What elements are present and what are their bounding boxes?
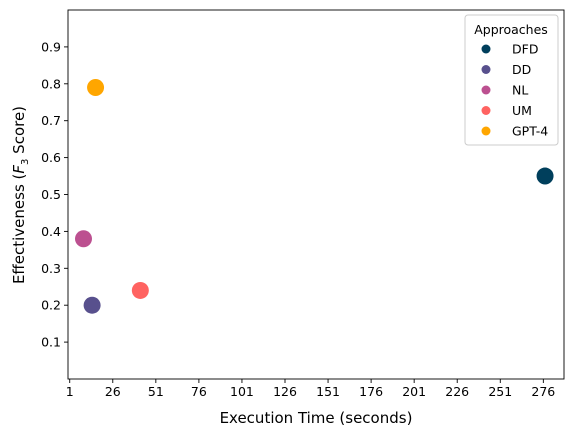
data-point-gpt-4: [87, 78, 105, 96]
legend-label: GPT-4: [512, 124, 548, 139]
y-axis-label-symbol: F: [10, 165, 28, 174]
x-tick-label: 151: [316, 384, 340, 399]
y-tick-label: 0.4: [41, 224, 61, 239]
legend-marker: [481, 85, 491, 95]
y-tick-label: 0.2: [41, 298, 61, 313]
y-tick-label: 0.9: [41, 39, 61, 54]
legend-label: UM: [512, 103, 532, 118]
data-point-um: [131, 281, 149, 299]
y-tick-label: 0.6: [41, 150, 61, 165]
y-axis-label: Effectiveness (F3 Score): [10, 106, 31, 284]
x-tick-label: 76: [191, 384, 207, 399]
x-tick-label: 51: [148, 384, 164, 399]
y-axis-label-main: Effectiveness (: [10, 174, 28, 284]
y-axis-label-subscript: 3: [20, 159, 31, 165]
y-axis: 0.1 0.2 0.3 0.4 0.5 0.6 0.7 0.8 0.9: [41, 39, 68, 350]
y-tick-label: 0.8: [41, 76, 61, 91]
y-tick-label: 0.3: [41, 261, 61, 276]
x-tick-label: 226: [445, 384, 469, 399]
legend-title: Approaches: [474, 22, 548, 37]
x-tick-label: 276: [531, 384, 555, 399]
y-tick-label: 0.5: [41, 187, 61, 202]
legend: Approaches DFD DD NL UM GPT-4: [464, 14, 559, 146]
legend-label: DFD: [512, 42, 538, 57]
legend-marker: [481, 106, 491, 115]
x-tick-label: 201: [402, 384, 426, 399]
x-tick-label: 1: [66, 384, 74, 399]
legend-label: DD: [512, 62, 531, 77]
y-tick-label: 0.7: [41, 113, 61, 128]
x-tick-label: 176: [359, 384, 383, 399]
data-point-nl: [75, 230, 92, 248]
x-axis-label: Execution Time (seconds): [220, 409, 413, 427]
legend-marker: [481, 65, 491, 74]
data-point-dd: [83, 296, 101, 314]
x-tick-label: 251: [488, 384, 512, 399]
legend-marker: [481, 44, 491, 54]
data-point-dfd: [536, 167, 554, 185]
x-axis: 1 26 51 76 101 126 151 176 201 226 251 276: [66, 379, 555, 399]
x-tick-label: 126: [273, 384, 297, 399]
x-tick-label: 26: [105, 384, 121, 399]
x-tick-label: 101: [230, 384, 254, 399]
data-points: [75, 78, 554, 314]
legend-marker: [481, 126, 491, 136]
legend-items: DFD DD NL UM GPT-4: [481, 42, 548, 139]
y-axis-label-tail: Score): [10, 106, 28, 159]
legend-label: NL: [512, 83, 528, 98]
y-tick-label: 0.1: [41, 335, 61, 350]
